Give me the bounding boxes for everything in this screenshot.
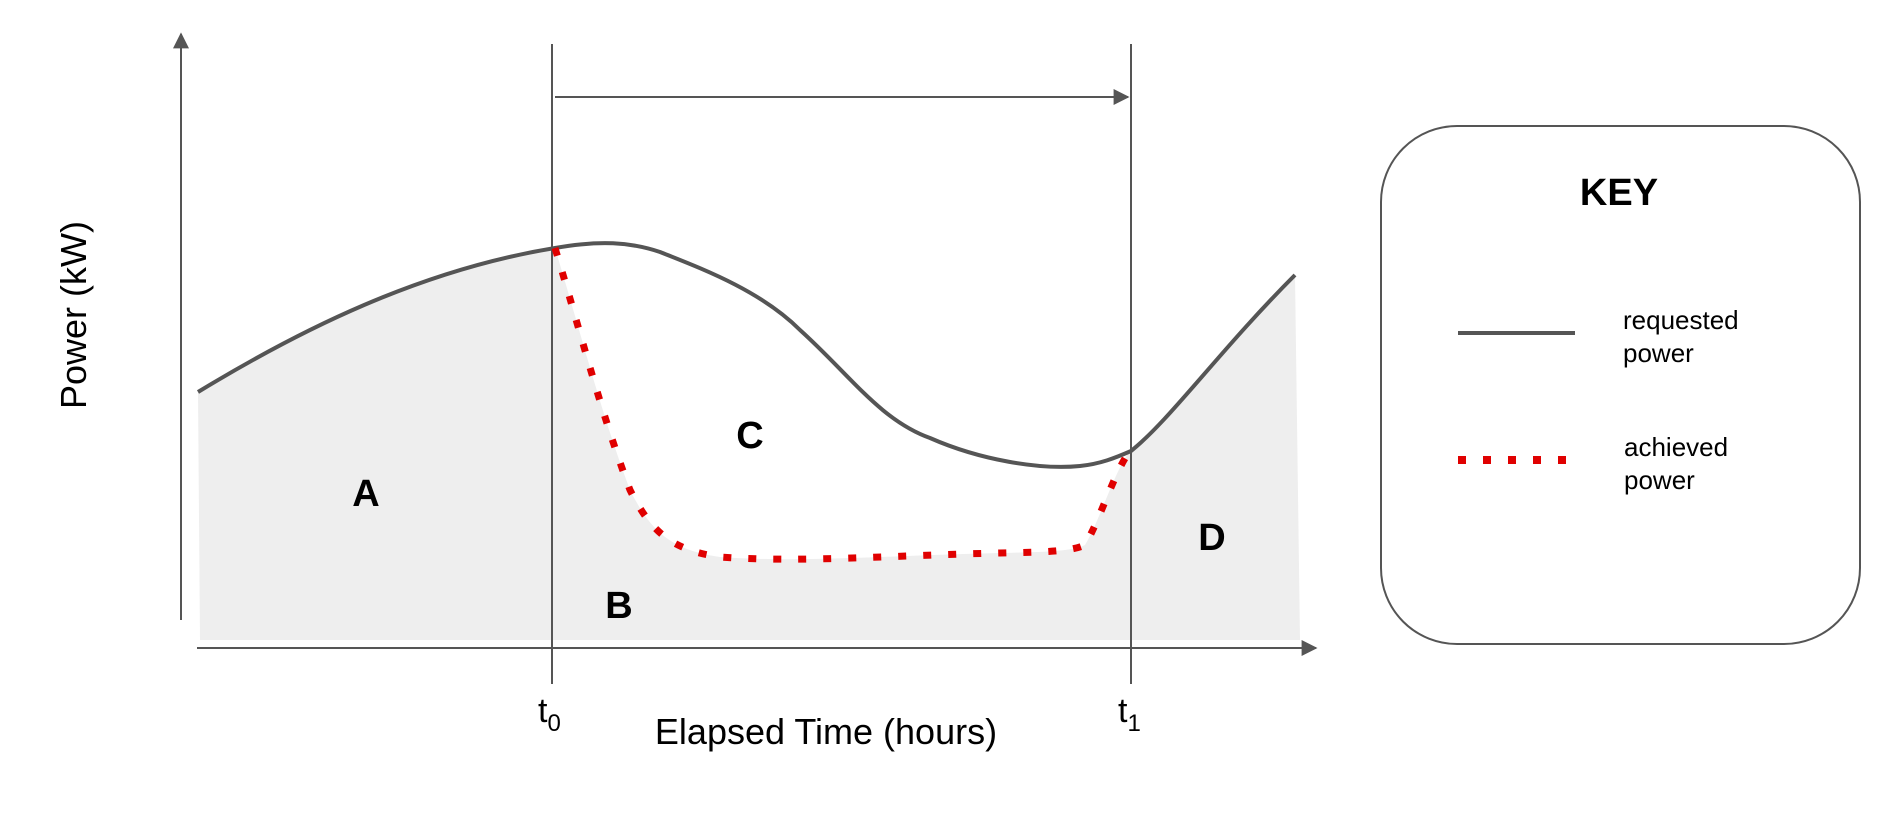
tick-label-t0: t0 [538,692,561,737]
key-frame [1380,125,1861,645]
region-label-b: B [605,585,632,627]
key-achieved-label-line1: achieved [1624,432,1728,462]
key-achieved-label: achieved power [1624,432,1735,495]
tick-label-t1-sub: 1 [1127,710,1140,737]
key-box: KEY requested power achieved power [1380,125,1861,645]
key-achieved-label-line2: power [1624,465,1695,495]
region-label-c: C [736,415,763,457]
x-axis-title: Elapsed Time (hours) [655,711,997,752]
requested-power-curve [196,241,1297,469]
tick-label-t1-base: t [1118,692,1128,730]
tick-label-t0-base: t [538,692,548,730]
key-requested-label-line1: requested [1623,305,1739,335]
y-axis-title: Power (kW) [53,221,94,409]
key-requested-label-line2: power [1623,338,1694,368]
key-title: KEY [1580,172,1658,214]
region-label-d: D [1198,517,1225,559]
key-requested-label: requested power [1623,305,1746,368]
achieved-power-curve [551,246,1133,563]
region-label-a: A [352,473,379,515]
tick-label-t0-sub: 0 [547,710,560,737]
shaded-area [198,248,1300,640]
tick-label-t1: t1 [1118,692,1141,737]
